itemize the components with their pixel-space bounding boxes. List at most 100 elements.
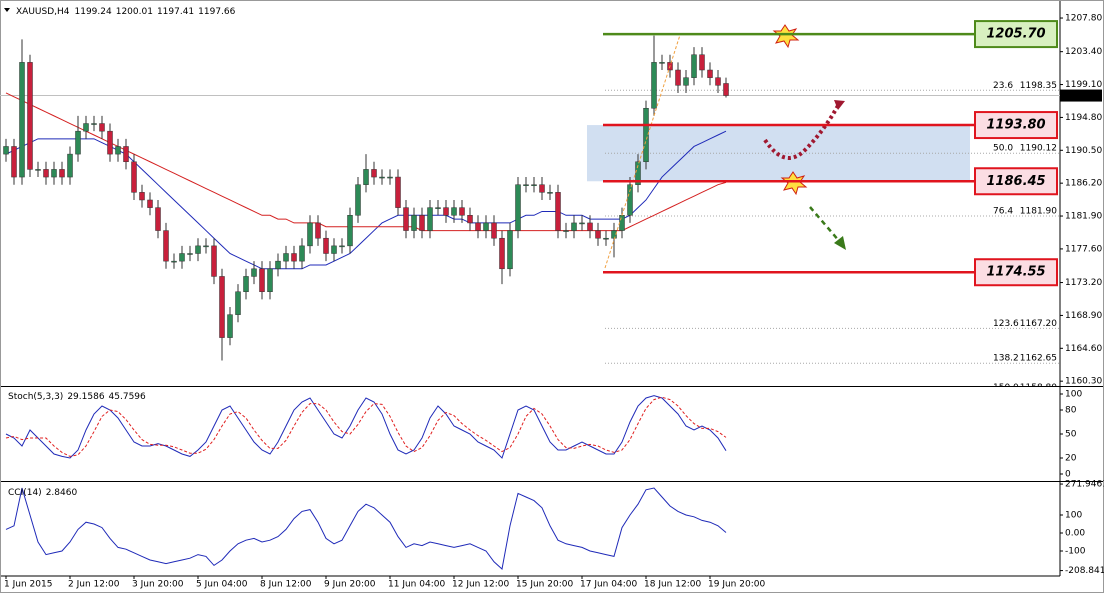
candle-body <box>11 146 17 178</box>
price-box <box>1060 89 1102 102</box>
indicator-value: 45.7596 <box>109 392 146 402</box>
candle-body <box>67 153 73 178</box>
candle-body <box>611 230 617 239</box>
level-label: 1186.45 <box>986 174 1045 189</box>
candle-body <box>531 184 537 186</box>
candle-body <box>403 207 409 231</box>
fib-ratio: 50.0 <box>993 144 1013 154</box>
candle-body <box>107 130 113 155</box>
candle-body <box>483 222 489 231</box>
candle-body <box>627 184 633 216</box>
candle-body <box>555 192 561 231</box>
fib-ratio: 150.0 <box>993 383 1019 393</box>
x-tick-label: 3 Jun 20:00 <box>132 580 184 590</box>
candle-body <box>291 253 297 262</box>
candle-body <box>275 260 281 270</box>
level-box <box>974 111 1058 140</box>
y-tick-label: -100 <box>1065 546 1086 556</box>
y-tick-label: 80 <box>1065 406 1077 416</box>
candle-body <box>59 169 65 178</box>
candle-body <box>683 77 689 86</box>
fib-price: 1190.12 <box>1020 144 1057 154</box>
candle-body <box>139 192 145 201</box>
level-box <box>974 167 1058 196</box>
candle-body <box>147 199 153 208</box>
candle-body <box>459 207 465 216</box>
candle-body <box>595 230 601 239</box>
fib-price: 1162.65 <box>1020 354 1057 364</box>
indicator-line <box>5 396 727 457</box>
x-tick-label: 15 Jun 20:00 <box>516 580 573 590</box>
arrow-head <box>834 100 845 110</box>
arrow-head <box>834 236 846 250</box>
candle-body <box>643 107 649 163</box>
y-tick-label: 100 <box>1065 511 1082 521</box>
candle-body <box>355 184 361 216</box>
y-tick-label: 0.00 <box>1065 528 1085 538</box>
y-tick-label: 271.9461 <box>1065 480 1104 490</box>
x-tick-label: 11 Jun 04:00 <box>388 580 445 590</box>
x-tick-label: 1 Jun 2015 <box>4 580 52 590</box>
y-tick-label: 0 <box>1065 470 1071 480</box>
candle-body <box>99 123 105 132</box>
candle-body <box>507 230 513 270</box>
last-low: 1197.41 <box>157 7 194 17</box>
x-tick-label: 5 Jun 04:00 <box>196 580 248 590</box>
candle-body <box>75 130 81 155</box>
candle-body <box>115 146 121 155</box>
candle-body <box>475 222 481 231</box>
candle-body <box>27 62 33 170</box>
indicator-name: Stoch(5,3,3) <box>8 392 63 402</box>
candle-body <box>259 268 265 292</box>
x-tick-label: 2 Jun 12:00 <box>68 580 120 590</box>
candle-body <box>563 230 569 232</box>
indicator-value: 29.1586 <box>67 392 104 402</box>
breakout-icon <box>772 24 800 49</box>
candle-body <box>299 245 305 262</box>
candle-body <box>347 215 353 247</box>
y-tick-label: 1164.60 <box>1065 344 1102 354</box>
y-tick-label: 20 <box>1065 454 1077 464</box>
fib-price: 1181.90 <box>1020 207 1057 217</box>
fib-ratio: 23.6 <box>993 81 1013 91</box>
candle-body <box>411 215 417 231</box>
x-tick-label: 19 Jun 20:00 <box>708 580 765 590</box>
y-tick-label: 1207.80 <box>1065 14 1102 24</box>
candle-body <box>323 237 329 254</box>
candle-body <box>659 62 665 64</box>
cci-header: CCI(14) 2.8460 <box>8 488 77 498</box>
y-tick-label: 50 <box>1065 430 1077 440</box>
candle-body <box>467 215 473 224</box>
x-tick-label: 12 Jun 12:00 <box>452 580 509 590</box>
candle-body <box>179 253 185 262</box>
candle-body <box>443 207 449 216</box>
level-label: 1205.70 <box>986 27 1045 42</box>
indicator-line <box>5 487 727 570</box>
fib-price: 1158.80 <box>1020 383 1057 393</box>
level-label: 1193.80 <box>986 118 1045 133</box>
candle-body <box>619 215 625 231</box>
candle-body <box>131 161 137 193</box>
y-tick-label: 1173.20 <box>1065 278 1102 288</box>
candle-body <box>203 245 209 248</box>
candle-body <box>499 237 505 270</box>
candle-body <box>43 169 49 178</box>
candle-body <box>251 268 257 277</box>
indicator-value: 2.8460 <box>46 488 78 498</box>
y-tick-label: 1177.60 <box>1065 244 1102 254</box>
x-tick-label: 9 Jun 20:00 <box>324 580 376 590</box>
candle-body <box>515 184 521 231</box>
candle-body <box>163 230 169 262</box>
y-tick-label: 1194.80 <box>1065 113 1102 123</box>
candle-body <box>35 169 41 171</box>
candle-body <box>227 314 233 338</box>
candle-body <box>387 176 393 179</box>
y-tick-label: 1168.90 <box>1065 311 1102 321</box>
candle-body <box>523 184 529 186</box>
candle-body <box>267 268 273 292</box>
candle-body <box>603 237 609 240</box>
fib-price: 1167.20 <box>1020 319 1057 329</box>
trend-line <box>604 34 681 269</box>
